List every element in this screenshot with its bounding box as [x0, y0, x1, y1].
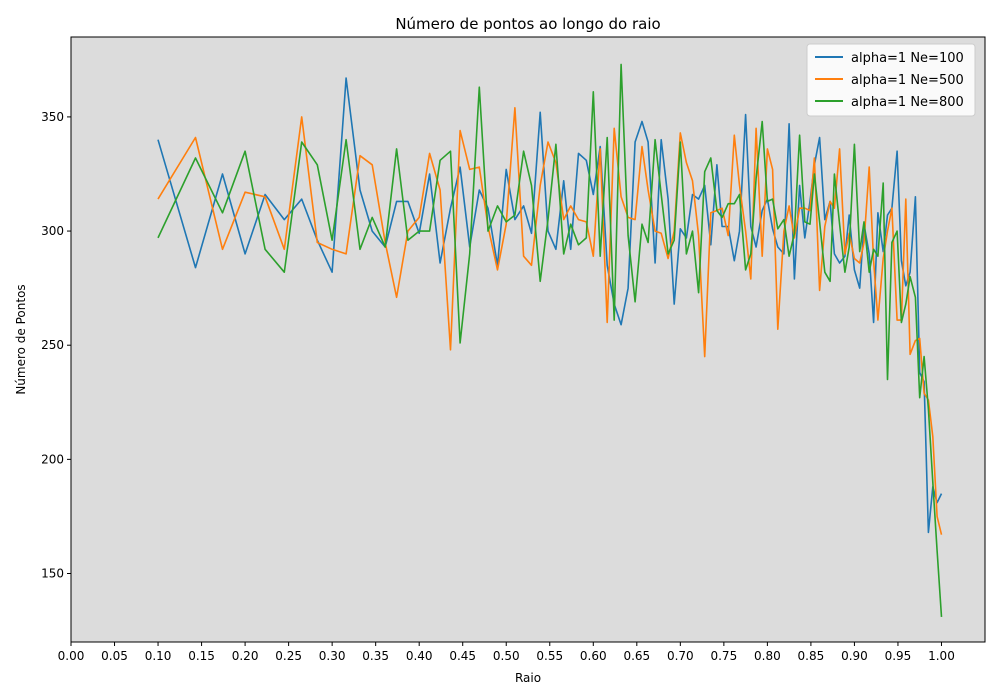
y-tick-label: 150 — [41, 567, 64, 581]
x-tick-label: 0.85 — [798, 649, 825, 663]
x-tick-label: 0.50 — [493, 649, 520, 663]
plot-area — [71, 37, 985, 642]
x-tick-label: 0.00 — [58, 649, 85, 663]
y-axis-ticks: 150 200 250 300 350 — [41, 110, 71, 581]
x-tick-label: 0.05 — [101, 649, 128, 663]
series-lines — [157, 63, 943, 617]
series-line-1 — [157, 77, 943, 534]
x-tick-label: 0.40 — [406, 649, 433, 663]
x-tick-label: 0.10 — [145, 649, 172, 663]
x-tick-label: 0.80 — [754, 649, 781, 663]
y-axis-label: Número de Pontos — [14, 284, 28, 394]
y-tick-label: 200 — [41, 452, 64, 466]
legend-box — [806, 43, 976, 117]
plot-frame — [70, 36, 986, 643]
series-line-2 — [157, 107, 943, 535]
x-tick-label: 0.65 — [623, 649, 650, 663]
x-tick-label: 0.55 — [536, 649, 563, 663]
x-tick-label: 0.95 — [885, 649, 912, 663]
y-tick-label: 250 — [41, 338, 64, 352]
y-tick-label: 300 — [41, 224, 64, 238]
legend-entry: alpha=1 Ne=100 — [851, 51, 964, 66]
x-axis-ticks: 0.00 0.05 0.10 0.15 0.20 0.25 0.30 0.35 0.40 0.45… — [58, 642, 955, 663]
chart-title: Número de pontos ao longo do raio — [395, 15, 660, 33]
x-tick-label: 0.70 — [667, 649, 694, 663]
x-tick-label: 1.00 — [928, 649, 955, 663]
x-tick-label: 0.90 — [841, 649, 868, 663]
y-tick-label: 350 — [41, 110, 64, 124]
x-axis-label: Raio — [515, 671, 541, 685]
legend-entry: alpha=1 Ne=800 — [851, 95, 964, 110]
x-tick-label: 0.75 — [710, 649, 737, 663]
x-tick-label: 0.45 — [449, 649, 476, 663]
legend-entry: alpha=1 Ne=500 — [851, 73, 964, 88]
legend: alpha=1 Ne=100 alpha=1 Ne=500 alpha=1 Ne=8… — [806, 43, 976, 117]
x-tick-label: 0.60 — [580, 649, 607, 663]
x-tick-label: 0.20 — [232, 649, 259, 663]
x-tick-label: 0.15 — [188, 649, 215, 663]
x-tick-label: 0.35 — [362, 649, 389, 663]
series-line-3 — [157, 63, 943, 617]
x-tick-label: 0.25 — [275, 649, 302, 663]
x-tick-label: 0.30 — [319, 649, 346, 663]
